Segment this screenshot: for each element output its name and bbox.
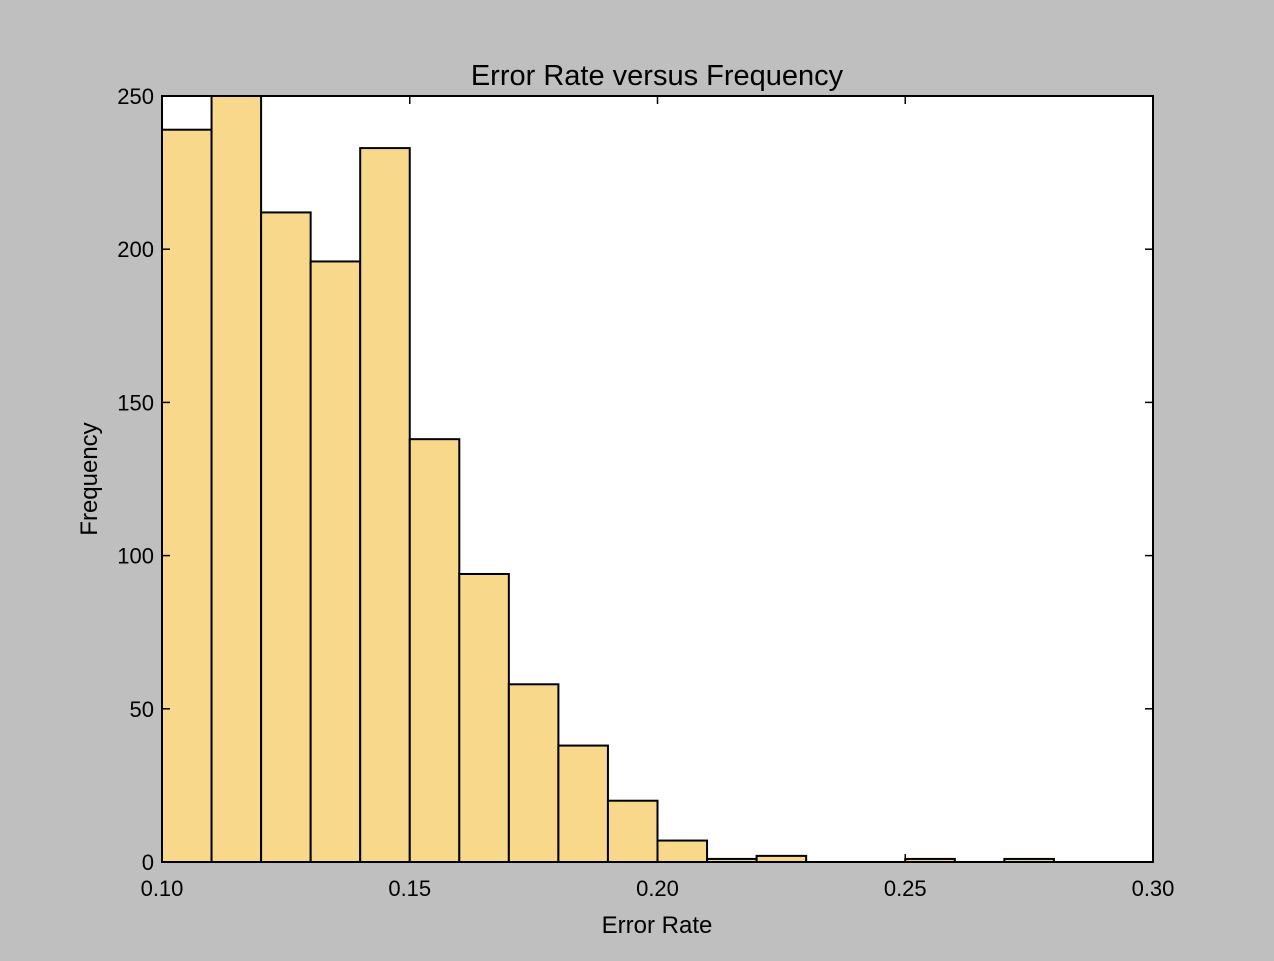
ticks-group: 0.10 0.15 0.20 0.25 0.30 0 50 100 150 200 250 [117, 84, 1174, 901]
y-tick-label: 0 [142, 850, 154, 875]
histogram-bar [557, 744, 609, 863]
histogram-bar [210, 95, 263, 863]
y-tick-label: 50 [130, 697, 154, 722]
histogram-bar [606, 799, 659, 863]
y-tick-label: 150 [117, 390, 154, 415]
x-tick-label: 0.10 [141, 876, 184, 901]
y-axis-label: Frequency [76, 422, 103, 535]
chart-title: Error Rate versus Frequency [471, 60, 844, 92]
histogram-bar [656, 839, 709, 864]
y-tick-label: 250 [117, 84, 154, 109]
x-axis-label: Error Rate [602, 912, 713, 939]
histogram-bar [260, 211, 312, 863]
x-tick-label: 0.20 [636, 876, 679, 901]
x-tick-label: 0.25 [884, 876, 927, 901]
y-tick-label: 100 [117, 544, 154, 569]
x-tick-label: 0.15 [388, 876, 431, 901]
histogram-bar [309, 260, 362, 863]
histogram-bar [458, 572, 510, 863]
histogram-bar [161, 128, 213, 864]
x-tick-label: 0.30 [1132, 876, 1175, 901]
histogram-bar [507, 683, 560, 864]
bars-group [161, 95, 1055, 864]
y-tick-label: 200 [117, 237, 154, 262]
plot-frame [161, 95, 1154, 863]
histogram-bar [408, 438, 461, 863]
histogram-bar [359, 147, 411, 863]
